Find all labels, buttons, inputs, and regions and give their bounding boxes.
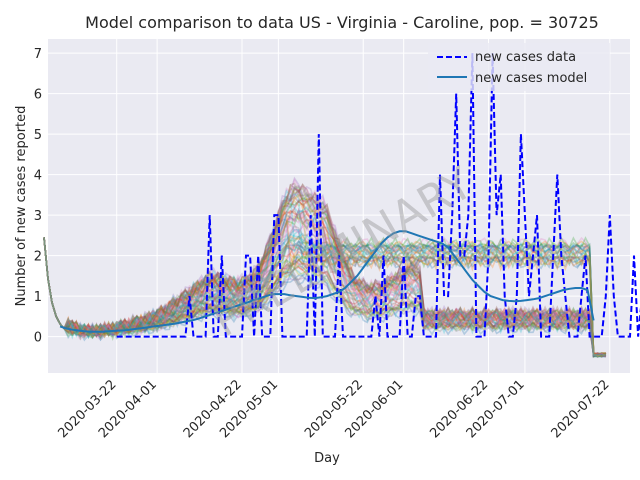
legend-label-model: new cases model — [475, 71, 587, 86]
y-tick-label: 0 — [34, 331, 42, 346]
model-trajectory — [43, 237, 606, 359]
chart-title: Model comparison to data US - Virginia -… — [85, 13, 599, 32]
model-trajectory — [43, 189, 606, 356]
model-trajectory — [43, 237, 606, 357]
model-trajectory — [43, 184, 607, 358]
model-trajectory — [43, 186, 607, 358]
model-trajectory — [43, 237, 606, 358]
y-tick-label: 6 — [34, 88, 42, 103]
y-tick-label: 1 — [34, 290, 42, 305]
model-trajectory — [43, 210, 606, 358]
model-trajectory — [43, 186, 606, 356]
model-trajectory — [43, 176, 606, 357]
model-trajectory — [43, 237, 607, 357]
model-trajectory — [43, 193, 607, 357]
model-trajectory — [43, 225, 606, 357]
model-trajectory — [43, 185, 607, 356]
model-trajectory — [43, 209, 606, 358]
model-trajectory — [43, 182, 607, 358]
x-tick-label: 2020-07-22 — [549, 377, 613, 441]
model-trajectory — [43, 229, 607, 358]
model-trajectory — [43, 235, 607, 357]
model-ensemble — [43, 176, 607, 359]
model-trajectory — [43, 191, 607, 358]
model-trajectory — [43, 199, 607, 356]
model-trajectory — [43, 213, 606, 357]
model-trajectory — [43, 207, 606, 358]
y-tick-label: 4 — [34, 169, 42, 184]
model-trajectory — [43, 237, 606, 357]
model-trajectory — [43, 203, 606, 357]
model-trajectory — [43, 237, 606, 357]
y-tick-label: 7 — [34, 47, 42, 62]
model-trajectory — [43, 235, 607, 358]
model-trajectory — [43, 228, 606, 358]
model-trajectory — [43, 237, 607, 358]
model-trajectory — [43, 237, 606, 358]
model-trajectory — [43, 196, 607, 358]
model-trajectory — [43, 237, 607, 358]
model-trajectory — [43, 212, 607, 358]
series-group — [59, 53, 640, 338]
model-trajectory — [43, 235, 606, 357]
model-trajectory — [43, 208, 607, 357]
series-new-cases-model — [59, 230, 595, 333]
model-trajectory — [43, 237, 606, 356]
model-trajectory — [43, 237, 606, 358]
y-tick-label: 5 — [34, 128, 42, 143]
plot-area — [48, 39, 630, 373]
model-trajectory — [43, 237, 607, 357]
model-trajectory — [43, 215, 606, 357]
model-trajectory — [43, 188, 606, 358]
model-trajectory — [43, 232, 607, 357]
legend-label-data: new cases data — [475, 50, 576, 65]
model-trajectory — [43, 197, 606, 358]
model-trajectory — [43, 212, 606, 356]
model-trajectory — [43, 192, 607, 358]
x-axis-label: Day — [314, 451, 340, 466]
model-trajectory — [43, 237, 606, 358]
legend: new cases data new cases model — [428, 43, 610, 91]
model-trajectory — [43, 177, 606, 358]
model-trajectory — [43, 237, 606, 356]
model-trajectory — [43, 237, 606, 357]
model-trajectory — [43, 195, 607, 357]
model-trajectory — [43, 223, 606, 356]
model-trajectory — [43, 186, 606, 358]
series-new-cases-data — [116, 53, 640, 338]
model-trajectory — [43, 218, 607, 359]
model-trajectory — [43, 237, 606, 357]
model-trajectory — [43, 207, 606, 357]
model-trajectory — [43, 189, 607, 358]
model-trajectory — [43, 223, 607, 358]
legend-box — [428, 43, 610, 91]
model-trajectory — [43, 210, 606, 358]
model-trajectory — [43, 189, 607, 357]
y-tick-label: 2 — [34, 250, 42, 265]
model-trajectory — [43, 237, 606, 358]
model-trajectory — [43, 237, 607, 358]
model-trajectory — [43, 183, 606, 356]
model-trajectory — [43, 200, 607, 358]
model-trajectory — [43, 194, 607, 358]
model-trajectory — [43, 236, 606, 357]
model-trajectory — [43, 237, 606, 357]
model-trajectory — [43, 208, 606, 357]
y-axis-label: Number of new cases reported — [14, 106, 29, 307]
y-tick-label: 3 — [34, 209, 42, 224]
y-tick-labels: 0 1 2 3 4 5 6 7 — [34, 47, 42, 345]
